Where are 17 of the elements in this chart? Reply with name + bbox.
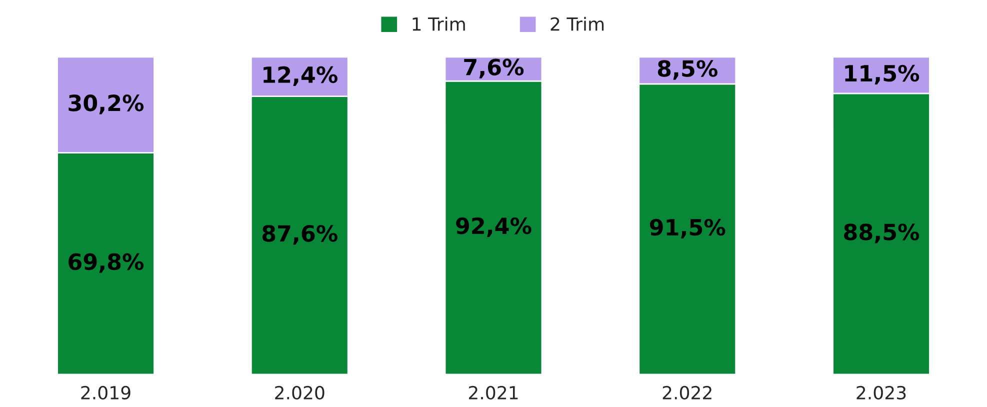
legend-label: 1 Trim: [412, 16, 465, 31]
data-label: 8,5%: [658, 60, 718, 80]
legend-label: 2 Trim: [550, 16, 604, 31]
x-tick-label: 2.019: [81, 386, 130, 400]
data-label: 11,5%: [845, 64, 920, 85]
x-tick-label: 2.021: [468, 386, 518, 400]
data-label: 30,2%: [68, 94, 144, 114]
x-tick-label: 2.023: [856, 386, 906, 400]
data-label: 87,6%: [262, 225, 338, 245]
x-tick-label: 2.020: [275, 386, 324, 400]
x-tick-label: 2.022: [662, 386, 712, 400]
data-label: 88,5%: [844, 224, 920, 244]
data-label: 12,4%: [264, 66, 338, 86]
data-label: 7,6%: [464, 58, 524, 78]
data-label: 92,4%: [456, 217, 532, 238]
data-label: 69,8%: [68, 253, 144, 273]
data-label: 91,5%: [650, 218, 726, 238]
